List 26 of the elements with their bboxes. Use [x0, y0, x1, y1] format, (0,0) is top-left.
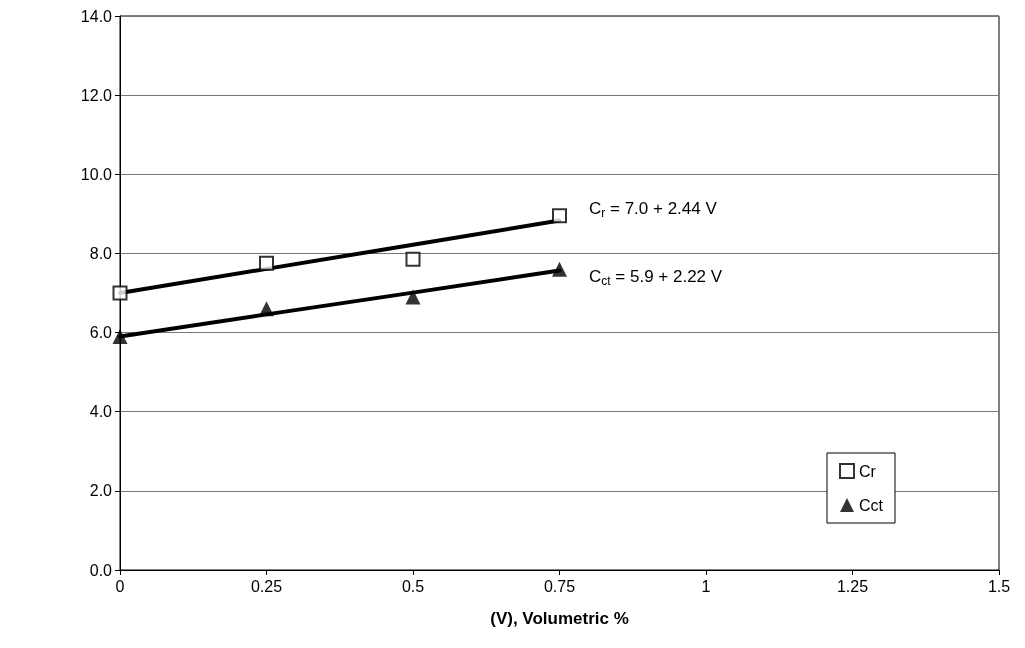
point	[112, 329, 128, 345]
y-tick-label: 8.0	[89, 244, 113, 262]
y-tick-label: 6.0	[89, 324, 113, 342]
x-tick-label: 0.25	[250, 577, 283, 595]
point	[405, 251, 421, 267]
x-tick-label: 1.25	[836, 577, 869, 595]
y-tick-label: 0.0	[89, 561, 113, 579]
legend-label: Cr	[859, 462, 877, 480]
point	[552, 261, 567, 277]
y-tick-label: 12.0	[80, 86, 113, 104]
x-tick-label: 0.5	[401, 577, 425, 595]
y-tick-label: 10.0	[80, 165, 113, 183]
x-tick-label: 0.75	[543, 577, 576, 595]
point	[552, 208, 567, 224]
y-tick-label: 14.0	[80, 7, 113, 25]
legend-label: Cct	[859, 496, 884, 514]
point	[405, 289, 421, 305]
y-tick-label: 4.0	[89, 403, 113, 421]
x-tick-label: 1.5	[987, 577, 1011, 595]
point	[112, 285, 128, 301]
y-tick-label: 2.0	[89, 482, 113, 500]
x-tick-label: 1	[701, 577, 711, 595]
x-axis-title: (V), Volumetric %	[490, 609, 629, 628]
x-tick-label: 0	[115, 577, 125, 595]
point	[259, 301, 274, 317]
point	[259, 255, 274, 271]
